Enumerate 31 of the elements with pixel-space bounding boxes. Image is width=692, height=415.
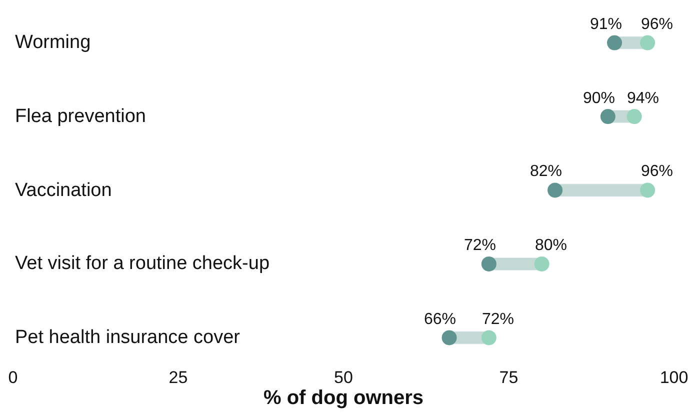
point [640, 182, 656, 198]
data-label: 80% [535, 237, 568, 254]
y-tick-label: Worming [15, 32, 91, 53]
x-tick-label: 75 [499, 368, 518, 387]
data-label: 96% [641, 163, 674, 180]
y-tick-label: Flea prevention [15, 106, 146, 127]
x-tick-label: 50 [334, 368, 353, 387]
point [600, 109, 616, 124]
point [481, 330, 496, 346]
point [481, 256, 496, 272]
data-label: 96% [641, 16, 674, 33]
y-tick-label: Vet visit for a routine check-up [15, 253, 270, 274]
point [640, 35, 656, 50]
data-label: 90% [583, 90, 616, 107]
point [607, 35, 622, 50]
data-label: 72% [464, 237, 496, 254]
y-tick-label: Vaccination [15, 180, 112, 201]
data-label: 91% [590, 16, 622, 33]
x-tick-label: 25 [168, 368, 188, 387]
x-tick-label: 100 [660, 368, 688, 387]
point [442, 330, 457, 346]
point [534, 256, 550, 272]
x-tick-label: 0 [8, 368, 18, 387]
y-tick-label: Pet health insurance cover [15, 327, 241, 348]
data-label: 72% [482, 311, 514, 328]
data-label: 66% [424, 311, 456, 328]
data-label: 82% [530, 163, 562, 180]
x-axis-title: % of dog owners [264, 387, 424, 409]
point [626, 109, 642, 124]
data-label: 94% [627, 90, 660, 107]
point [548, 182, 563, 198]
